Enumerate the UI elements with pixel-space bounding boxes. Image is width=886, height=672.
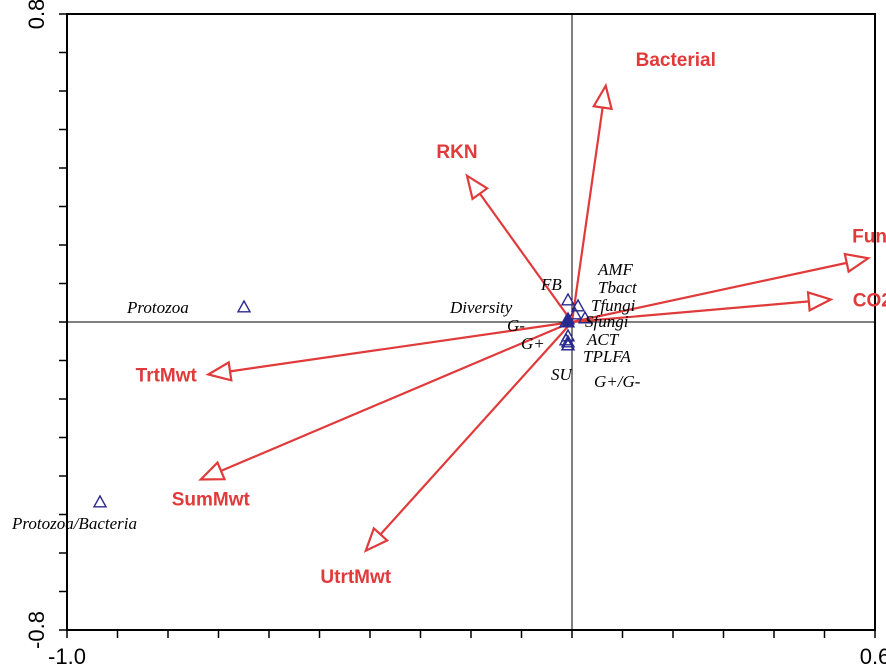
species-label-amf: AMF (597, 260, 634, 279)
x-tick-label: -1.0 (48, 644, 86, 669)
arrow-utrtmwt-head (363, 526, 390, 553)
y-tick-label: -0.8 (24, 611, 49, 649)
species-marker-protozoa-bacteria (92, 494, 108, 508)
species-label-protozoa: Protozoa (126, 298, 189, 317)
species-marker-tplfa (560, 334, 576, 348)
arrow-rkn-line (478, 192, 573, 323)
arrow-label-fungal: Fungal (852, 226, 886, 247)
arrow-fungal-head (843, 252, 872, 274)
arrow-label-utrtmwt: UtrtMwt (320, 567, 391, 588)
species-marker-g-g- (560, 337, 576, 351)
species-marker-protozoa (236, 299, 252, 313)
arrow-label-summwt: SumMwt (172, 490, 251, 511)
arrow-fungal-line (571, 261, 847, 324)
species-label-act: ACT (586, 330, 620, 349)
species-label-protozoa-bacteria: Protozoa/Bacteria (11, 514, 137, 533)
species-marker-fb (560, 292, 576, 306)
arrow-summwt-head (198, 460, 227, 481)
arrow-label-rkn: RKN (436, 142, 477, 163)
species-label-su: SU (551, 365, 574, 384)
arrow-label-bacterial: Bacterial (636, 50, 716, 71)
species-label-g-: G+ (521, 334, 545, 353)
species-label-g-: G- (507, 316, 525, 335)
arrow-co2-line (571, 300, 809, 324)
y-tick-label: 0.8 (24, 0, 49, 29)
species-marker-tbact (567, 306, 583, 320)
arrow-label-co2: CO2 (853, 291, 886, 312)
arrow-co2-head (806, 290, 834, 313)
species-label-fb: FB (540, 275, 562, 294)
species-marker-tfungi (577, 310, 593, 324)
arrow-label-trtmwt: TrtMwt (136, 366, 198, 387)
arrow-trtmwt-head (205, 360, 233, 382)
species-label-diversity: Diversity (449, 298, 513, 317)
arrow-rkn-head (465, 173, 490, 201)
species-marker-g- (558, 314, 574, 328)
species-label-sfungi: Sfungi (585, 312, 629, 331)
species-label-tfungi: Tfungi (591, 296, 636, 315)
arrow-trtmwt-line (229, 320, 573, 373)
species-marker-amf (570, 298, 586, 312)
species-label-tbact: Tbact (598, 278, 638, 297)
arrow-summwt-line (220, 320, 573, 472)
species-label-tplfa: TPLFA (583, 347, 631, 366)
arrow-bacterial-line (570, 107, 604, 323)
arrow-bacterial-head (591, 82, 614, 111)
arrow-utrtmwt-line (379, 321, 573, 536)
x-tick-label: 0.6 (860, 644, 886, 669)
species-label-g-g-: G+/G- (594, 372, 641, 391)
